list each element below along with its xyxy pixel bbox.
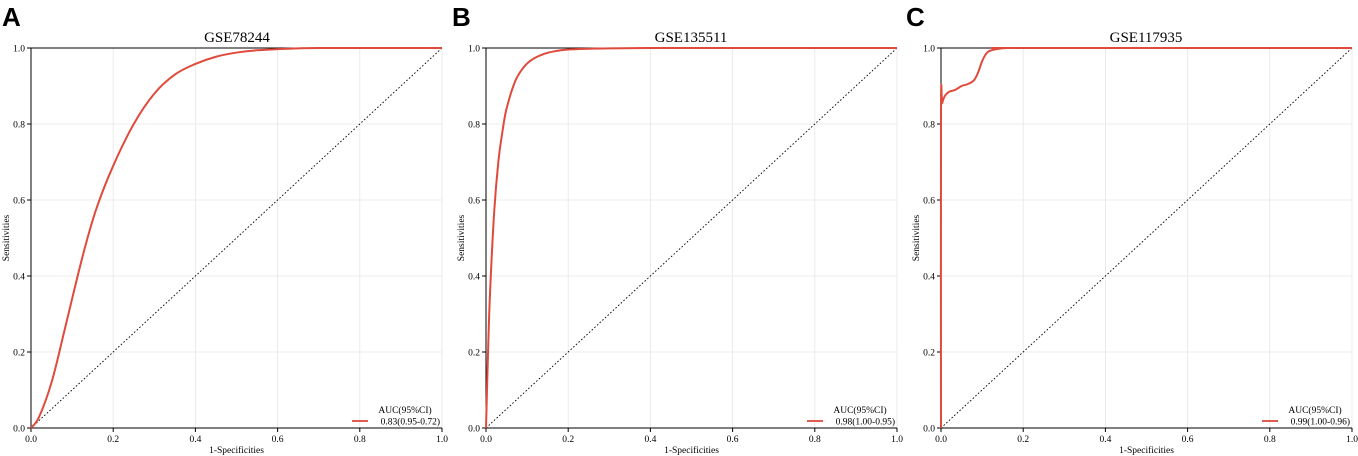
x-tick-label: 0.8 (809, 435, 821, 445)
y-tick-label: 0.6 (468, 197, 480, 207)
x-axis-label: 1-Specificities (209, 445, 264, 456)
y-axis-label: Sensitivities (457, 214, 467, 261)
x-tick-label: 0.6 (727, 435, 739, 445)
x-tick-label: 0.4 (189, 435, 201, 445)
x-tick-label: 0.2 (1017, 435, 1029, 445)
y-tick-label: 0.8 (13, 121, 25, 131)
chart-title: GSE135511 (655, 30, 728, 46)
y-tick-label: 0.4 (13, 273, 25, 283)
x-tick-label: 1.0 (436, 435, 448, 445)
y-tick-label: 0.4 (468, 273, 480, 283)
legend-title: AUC(95%CI) (378, 405, 431, 416)
y-tick-label: 0.2 (468, 349, 480, 359)
reference-diagonal (30, 47, 443, 429)
legend-label: 0.98(1.00-0.95) (836, 417, 895, 428)
panel-letter: C (906, 2, 925, 32)
reference-diagonal (940, 47, 1353, 429)
x-tick-label: 0.0 (480, 435, 492, 445)
roc-curve-line (939, 46, 1352, 429)
y-tick-label: 0.4 (923, 273, 935, 283)
legend-label: 0.99(1.00-0.96) (1291, 417, 1350, 428)
x-tick-label: 0.4 (1099, 435, 1111, 445)
roc-curve-line (485, 46, 897, 429)
y-axis-label: Sensitivities (2, 214, 12, 261)
y-tick-label: 0.0 (923, 425, 935, 435)
y-tick-label: 0.8 (468, 121, 480, 131)
y-tick-label: 1.0 (13, 45, 25, 55)
y-tick-label: 0.0 (13, 425, 25, 435)
x-tick-label: 1.0 (891, 435, 903, 445)
panel-letter: A (2, 2, 21, 32)
y-tick-label: 0.2 (13, 349, 25, 359)
chart-title: GSE78244 (204, 30, 270, 46)
chart-title: GSE117935 (1110, 30, 1183, 46)
x-axis-label: 1-Specificities (664, 445, 719, 456)
x-tick-label: 0.0 (25, 435, 37, 445)
chart-panel-b: B GSE135511 0.0 0.2 0.4 0.6 0.8 1.0 0.0 0.2 0.4 0.6… (452, 2, 903, 456)
y-tick-label: 0.6 (13, 197, 25, 207)
x-axis-label: 1-Specificities (1119, 445, 1174, 456)
x-tick-label: 1.0 (1346, 435, 1358, 445)
y-axis-label: Sensitivities (912, 214, 922, 261)
x-tick-label: 0.4 (644, 435, 656, 445)
y-tick-label: 0.8 (923, 121, 935, 131)
y-tick-label: 0.6 (923, 197, 935, 207)
chart-panel-c: C GSE117935 0.0 0.2 0.4 0.6 0.8 1.0 0.0 0.2 0.4 0.6… (906, 2, 1358, 456)
x-tick-label: 0.2 (107, 435, 119, 445)
roc-curve-line (30, 46, 442, 429)
legend-label: 0.83(0.95-0.72) (381, 417, 440, 428)
y-tick-label: 1.0 (468, 45, 480, 55)
x-tick-label: 0.8 (1264, 435, 1276, 445)
x-tick-label: 0.2 (562, 435, 574, 445)
x-tick-label: 0.6 (272, 435, 284, 445)
panel-letter: B (452, 2, 471, 32)
reference-diagonal (485, 47, 898, 429)
x-tick-label: 0.6 (1182, 435, 1194, 445)
legend-title: AUC(95%CI) (833, 405, 886, 416)
y-tick-label: 0.2 (923, 349, 935, 359)
chart-panel-a: A GSE78244 0.0 0.2 0.4 0.6 0.8 1.0 0.0 0.2 0.4 0.6 0… (2, 2, 448, 456)
y-tick-label: 1.0 (923, 45, 935, 55)
y-tick-label: 0.0 (468, 425, 480, 435)
legend-title: AUC(95%CI) (1288, 405, 1341, 416)
x-tick-label: 0.8 (354, 435, 366, 445)
x-tick-label: 0.0 (935, 435, 947, 445)
